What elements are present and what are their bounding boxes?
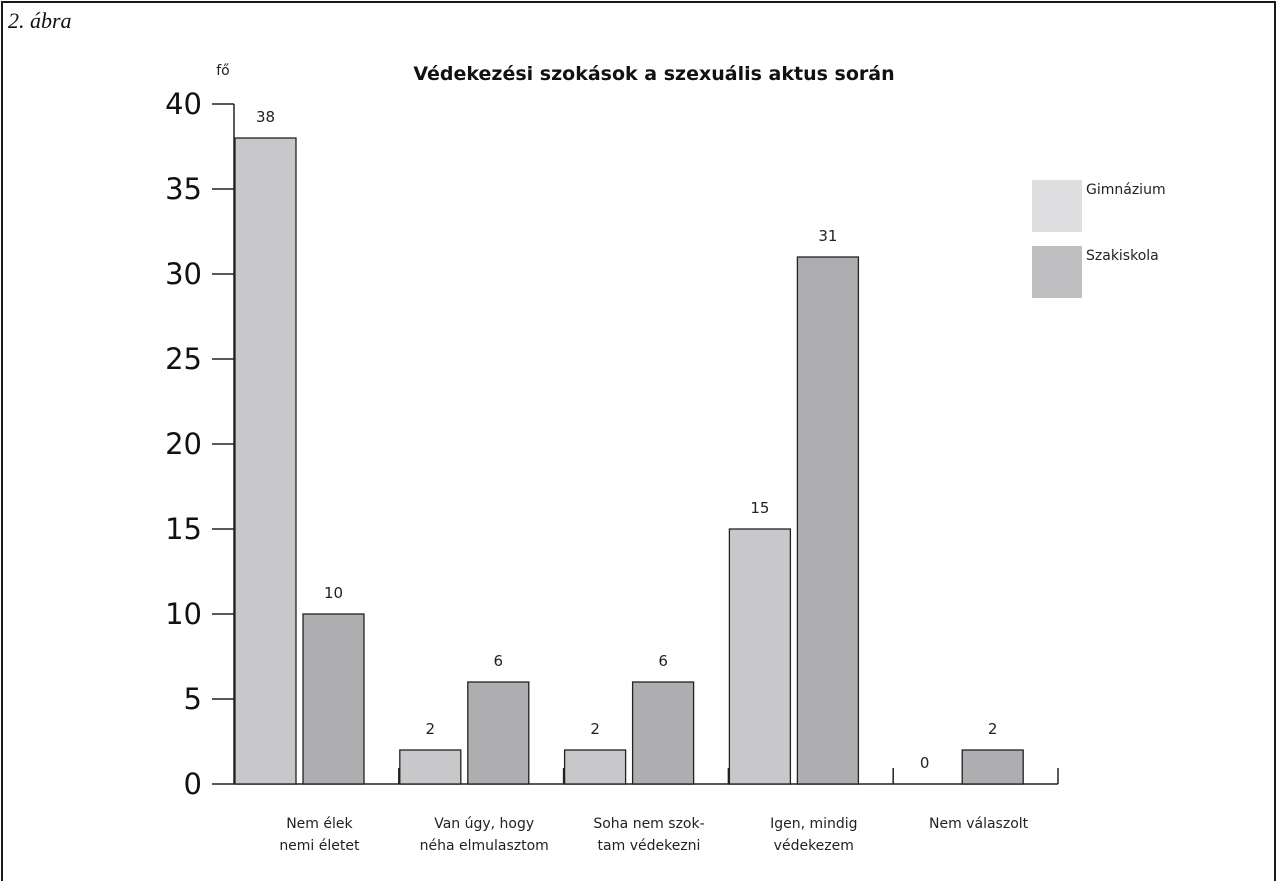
- data-label: 6: [658, 652, 668, 670]
- data-label: 0: [920, 754, 930, 772]
- y-tick-label: 15: [165, 512, 202, 546]
- category-labels: Nem élek nemi életet Van úgy, hogy néha elm…: [279, 816, 1028, 854]
- category-label: védekezem: [774, 838, 854, 854]
- bar-szakiskola: [796, 256, 860, 785]
- data-label: 15: [750, 499, 769, 517]
- y-tick-label: 35: [165, 172, 202, 206]
- y-tick-label: 30: [165, 257, 202, 291]
- legend: Gimnázium Szakiskola: [1032, 180, 1166, 298]
- figure-label: 2. ábra: [8, 8, 72, 33]
- y-tick-label: 0: [184, 767, 202, 801]
- bar-szakiskola: [302, 613, 365, 785]
- category-label: Igen, mindig: [770, 816, 857, 832]
- data-label: 2: [426, 720, 436, 738]
- legend-swatch-szakiskola: [1032, 246, 1082, 298]
- category-label: Nem válaszolt: [929, 816, 1029, 832]
- y-axis-unit: fő: [216, 63, 230, 79]
- data-labels: 38 10 2 6 2 6 15 31 0 2: [256, 108, 998, 772]
- bar-szakiskola: [467, 681, 530, 785]
- bar-szakiskola: [961, 749, 1024, 785]
- data-label: 10: [324, 584, 343, 602]
- y-tick-label: 25: [165, 342, 202, 376]
- data-label: 2: [988, 720, 998, 738]
- legend-label: Szakiskola: [1086, 248, 1159, 264]
- data-label: 2: [590, 720, 600, 738]
- y-tick-label: 20: [165, 427, 202, 461]
- legend-swatch-gimnázium: [1032, 180, 1082, 232]
- y-tick-label: 10: [165, 597, 202, 631]
- data-label: 31: [818, 227, 837, 245]
- category-label: Soha nem szok-: [593, 816, 704, 832]
- category-label: néha elmulasztom: [420, 838, 549, 854]
- y-axis-ticks: 0 5 10 15 20 25 30 35 40: [165, 87, 234, 801]
- legend-label: Gimnázium: [1086, 182, 1166, 198]
- bar-szakiskola: [631, 681, 695, 785]
- category-label: nemi életet: [279, 838, 360, 854]
- bar-gimnázium: [728, 528, 792, 785]
- bar-gimnázium: [234, 137, 297, 785]
- category-label: Nem élek: [286, 816, 353, 832]
- bar-gimnázium: [563, 749, 627, 785]
- bars: [234, 137, 1024, 785]
- category-label: tam védekezni: [598, 838, 701, 854]
- y-tick-label: 40: [165, 87, 202, 121]
- bar-gimnázium: [399, 749, 462, 785]
- data-label: 6: [494, 652, 504, 670]
- data-label: 38: [256, 108, 275, 126]
- chart-title: Védekezési szokások a szexuális aktus so…: [413, 63, 894, 85]
- category-label: Van úgy, hogy: [434, 816, 534, 832]
- y-tick-label: 5: [184, 682, 202, 716]
